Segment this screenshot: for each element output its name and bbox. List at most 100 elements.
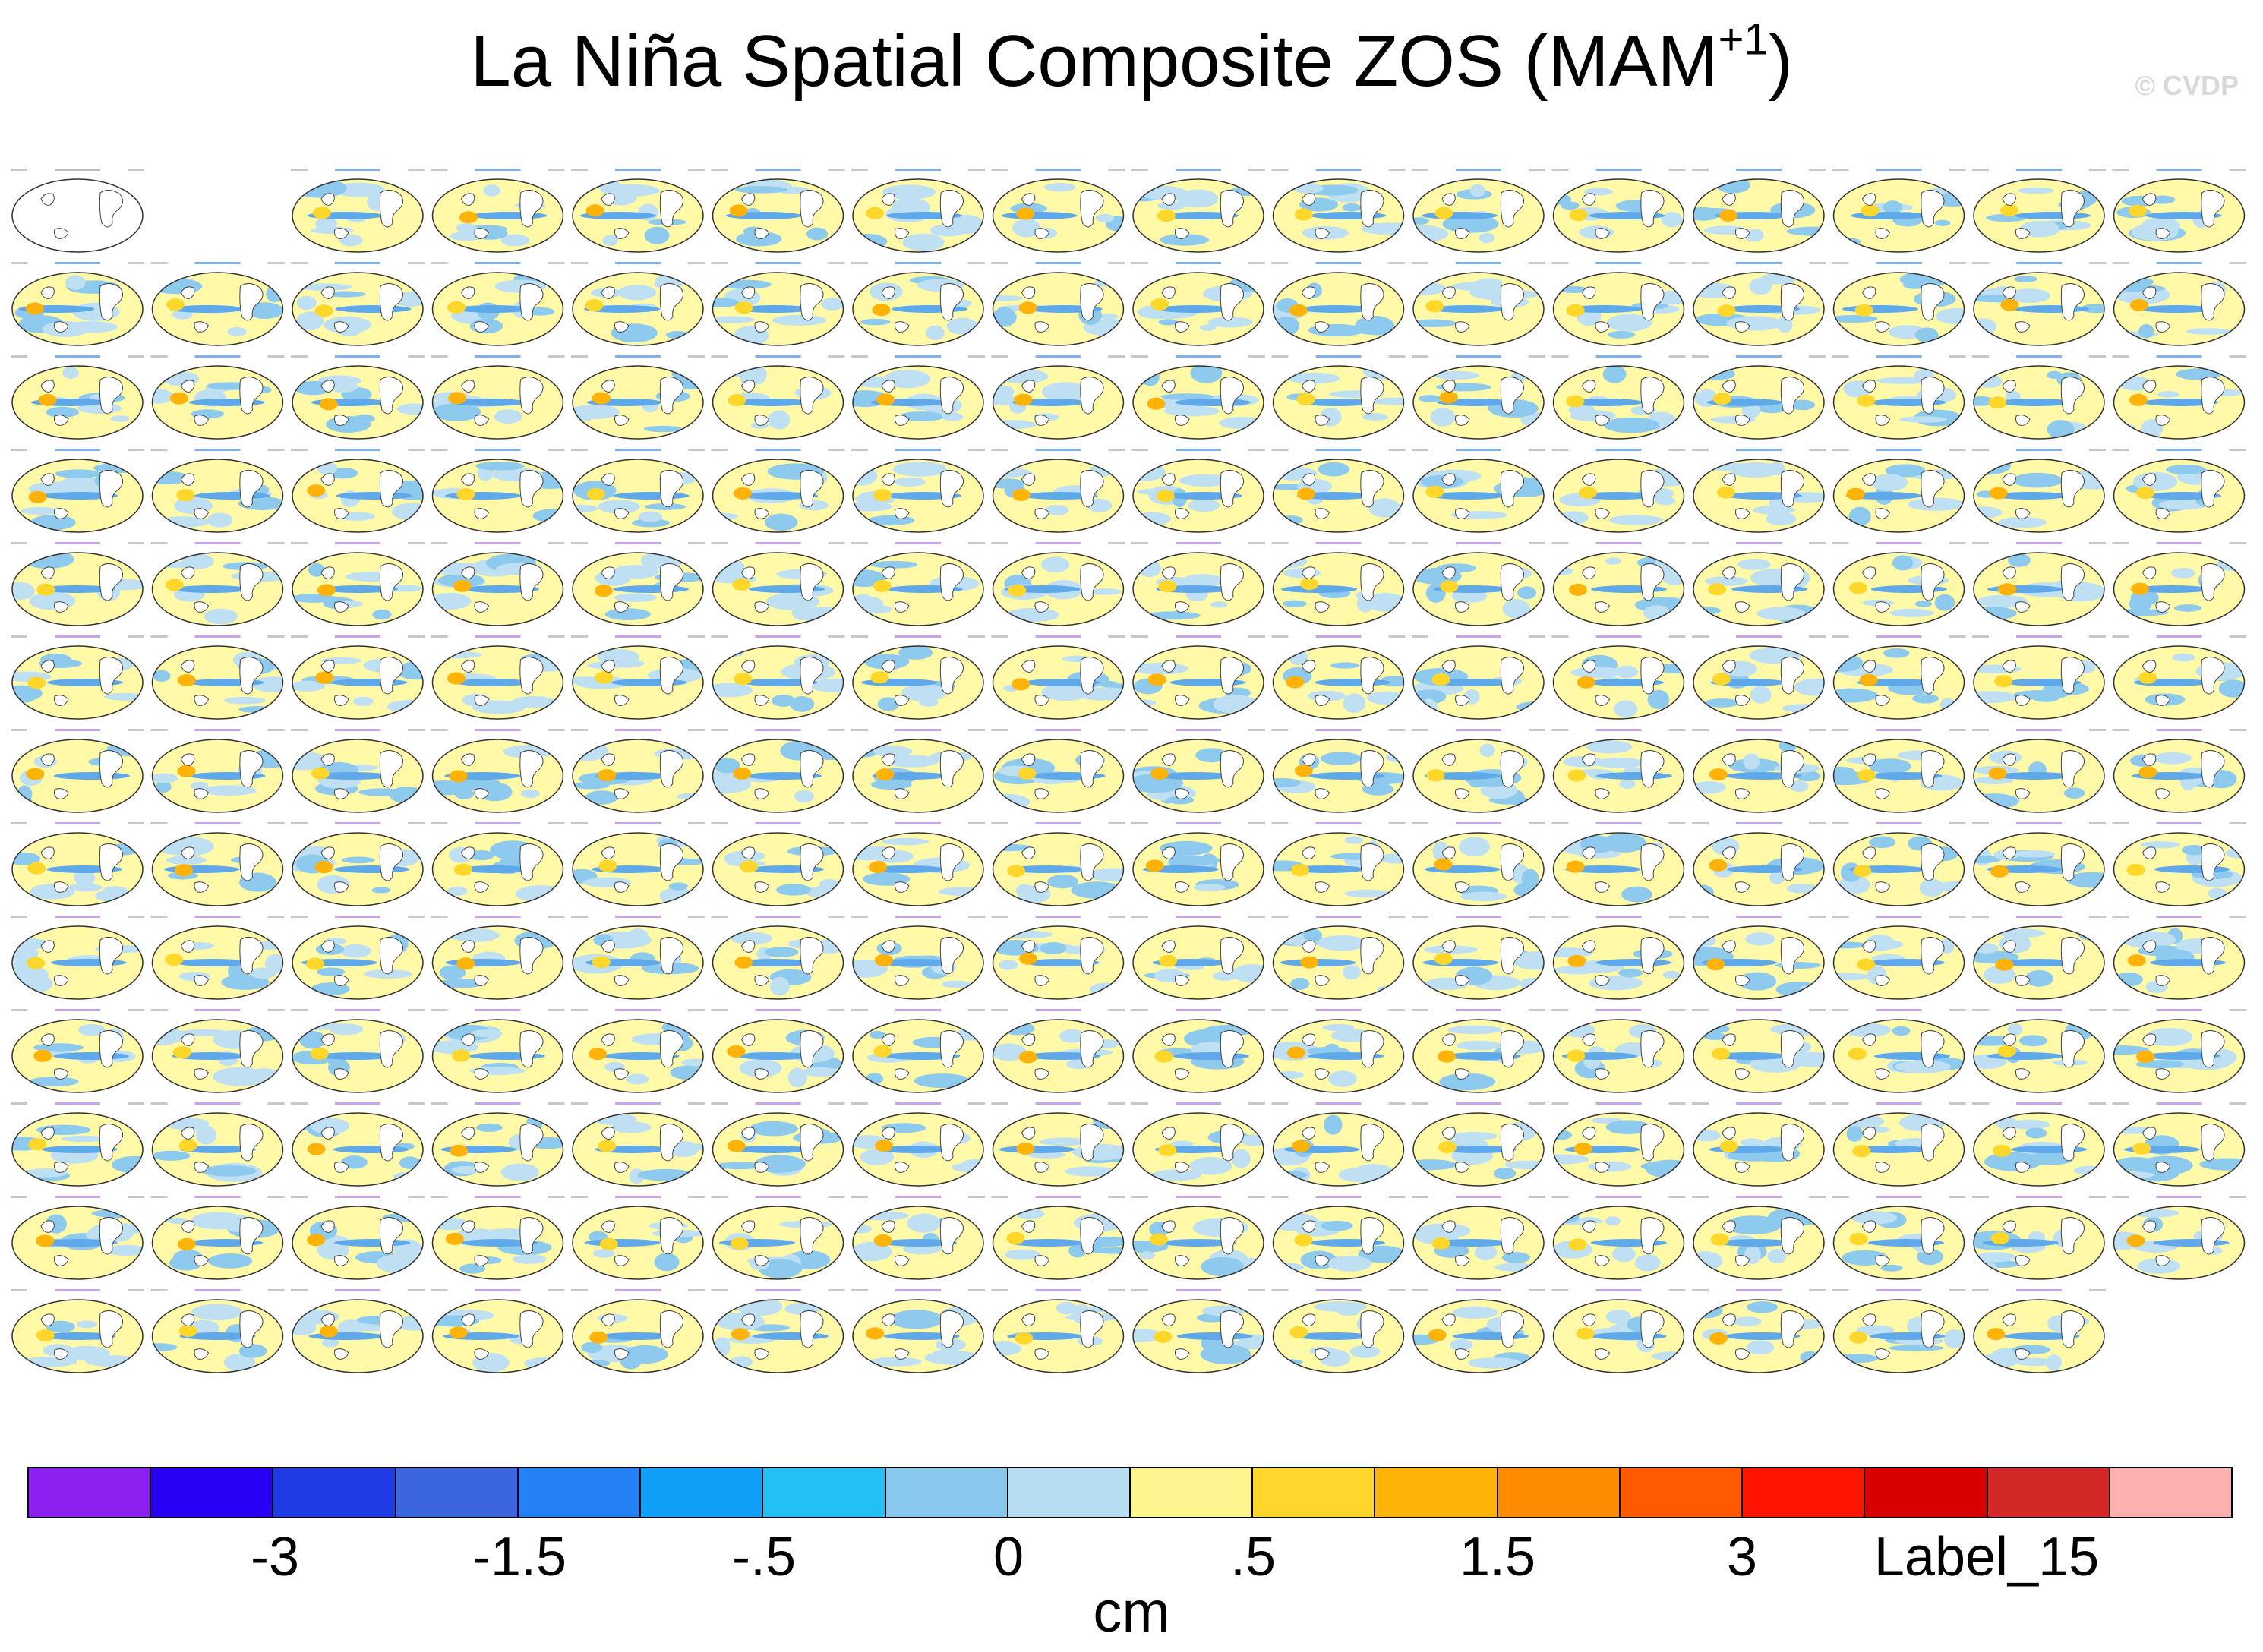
model-map-panel	[851, 1289, 985, 1373]
model-map-panel	[431, 729, 565, 813]
model-map-panel	[1551, 355, 1686, 440]
model-map-panel	[1412, 1289, 1545, 1373]
colorbar-swatch	[1130, 1468, 1254, 1517]
model-map-panel	[291, 1196, 425, 1280]
model-map-panel	[711, 729, 845, 813]
model-map-panel	[1271, 1196, 1406, 1280]
model-map-panel	[1972, 355, 2106, 440]
model-map-panel	[11, 1289, 144, 1373]
model-map-panel	[2112, 355, 2246, 440]
model-map-panel	[11, 822, 144, 906]
model-map-panel	[1271, 169, 1406, 253]
model-map-panel	[571, 916, 705, 1000]
model-map-panel	[1271, 822, 1406, 906]
model-map-panel	[1692, 542, 1826, 626]
model-map-panel	[2112, 635, 2246, 720]
model-map-panel	[851, 822, 985, 906]
model-map-panel	[1832, 169, 1966, 253]
model-map-panel	[1412, 262, 1545, 346]
colorbar-label: Label_15	[1873, 1527, 2100, 1587]
model-map-panel	[2112, 262, 2246, 346]
colorbar-labels: -3 -1.5 -.5 0 .5 1.5 3 Label_15	[0, 1526, 2263, 1587]
model-map-panel	[1692, 1009, 1826, 1093]
model-map-panel	[1132, 822, 1265, 906]
model-map-panel	[431, 1196, 565, 1280]
model-map-panel	[1972, 542, 2106, 626]
model-map-panel	[1832, 1009, 1966, 1093]
model-map-panel	[431, 1102, 565, 1187]
model-map-panel	[11, 1196, 144, 1280]
model-map-panel	[1551, 635, 1686, 720]
model-map-panel	[571, 355, 705, 440]
model-map-panel	[991, 355, 1125, 440]
model-map-panel	[571, 542, 705, 626]
model-map-panel	[291, 1289, 425, 1373]
model-map-panel	[431, 1009, 565, 1093]
model-map-panel	[711, 916, 845, 1000]
model-map-panel	[291, 542, 425, 626]
model-map-panel	[1551, 449, 1686, 533]
model-map-panel	[1832, 729, 1966, 813]
model-map-panel	[851, 729, 985, 813]
model-map-panel	[1551, 916, 1686, 1000]
colorbar-swatch	[1498, 1468, 1621, 1517]
model-map-panel	[291, 262, 425, 346]
model-map-panel	[1271, 449, 1406, 533]
colorbar-label: -1.5	[472, 1527, 567, 1587]
model-map-panel	[1832, 542, 1966, 626]
model-map-panel	[1972, 729, 2106, 813]
model-map-panel	[1551, 1196, 1686, 1280]
model-map-panel	[991, 1102, 1125, 1187]
model-map-panel	[150, 1009, 285, 1093]
model-map-panel	[431, 262, 565, 346]
model-map-panel	[1692, 1196, 1826, 1280]
model-map-panel	[1271, 355, 1406, 440]
model-map-panel	[431, 355, 565, 440]
model-map-panel	[1132, 169, 1265, 253]
model-map-panel	[851, 1102, 985, 1187]
colorbar-swatch	[273, 1468, 396, 1517]
model-map-panel	[1972, 449, 2106, 533]
model-map-panel	[150, 916, 285, 1000]
model-map-panel	[851, 355, 985, 440]
model-map-panel	[1132, 1009, 1265, 1093]
model-map-panel	[1692, 449, 1826, 533]
model-map-panel	[991, 635, 1125, 720]
model-map-panel	[1132, 1102, 1265, 1187]
model-map-panel	[1551, 169, 1686, 253]
model-map-panel	[1972, 262, 2106, 346]
model-map-panel	[11, 916, 144, 1000]
colorbar-swatch	[1987, 1468, 2110, 1517]
model-map-panel	[11, 635, 144, 720]
model-map-panel	[431, 822, 565, 906]
model-map-panel	[711, 822, 845, 906]
model-map-panel	[150, 449, 285, 533]
model-map-panel	[431, 916, 565, 1000]
model-map-panel	[571, 169, 705, 253]
model-map-panel	[1412, 449, 1545, 533]
model-map-panel	[1132, 449, 1265, 533]
colorbar-label: -.5	[731, 1527, 797, 1587]
model-map-panel	[1132, 355, 1265, 440]
model-map-panel	[991, 1196, 1125, 1280]
model-map-panel	[431, 1289, 565, 1373]
model-map-panel	[150, 355, 285, 440]
model-map-panel	[1412, 916, 1545, 1000]
model-map-panel	[1551, 1102, 1686, 1187]
model-map-panel	[2112, 916, 2246, 1000]
model-map-panel	[291, 1102, 425, 1187]
model-map-panel	[571, 635, 705, 720]
model-map-panel	[2112, 1102, 2246, 1187]
model-map-panel	[851, 916, 985, 1000]
colorbar-swatch	[1008, 1468, 1131, 1517]
model-map-panel	[571, 1102, 705, 1187]
model-map-panel	[571, 1009, 705, 1093]
model-map-panel	[991, 542, 1125, 626]
figure-title: La Niña Spatial Composite ZOS (MAM+1)	[0, 17, 2263, 102]
model-map-panel	[1692, 262, 1826, 346]
model-map-panel	[1271, 542, 1406, 626]
model-map-panel	[571, 1196, 705, 1280]
model-map-panel	[851, 1009, 985, 1093]
model-map-panel	[711, 1102, 845, 1187]
model-map-panel	[1271, 1102, 1406, 1187]
